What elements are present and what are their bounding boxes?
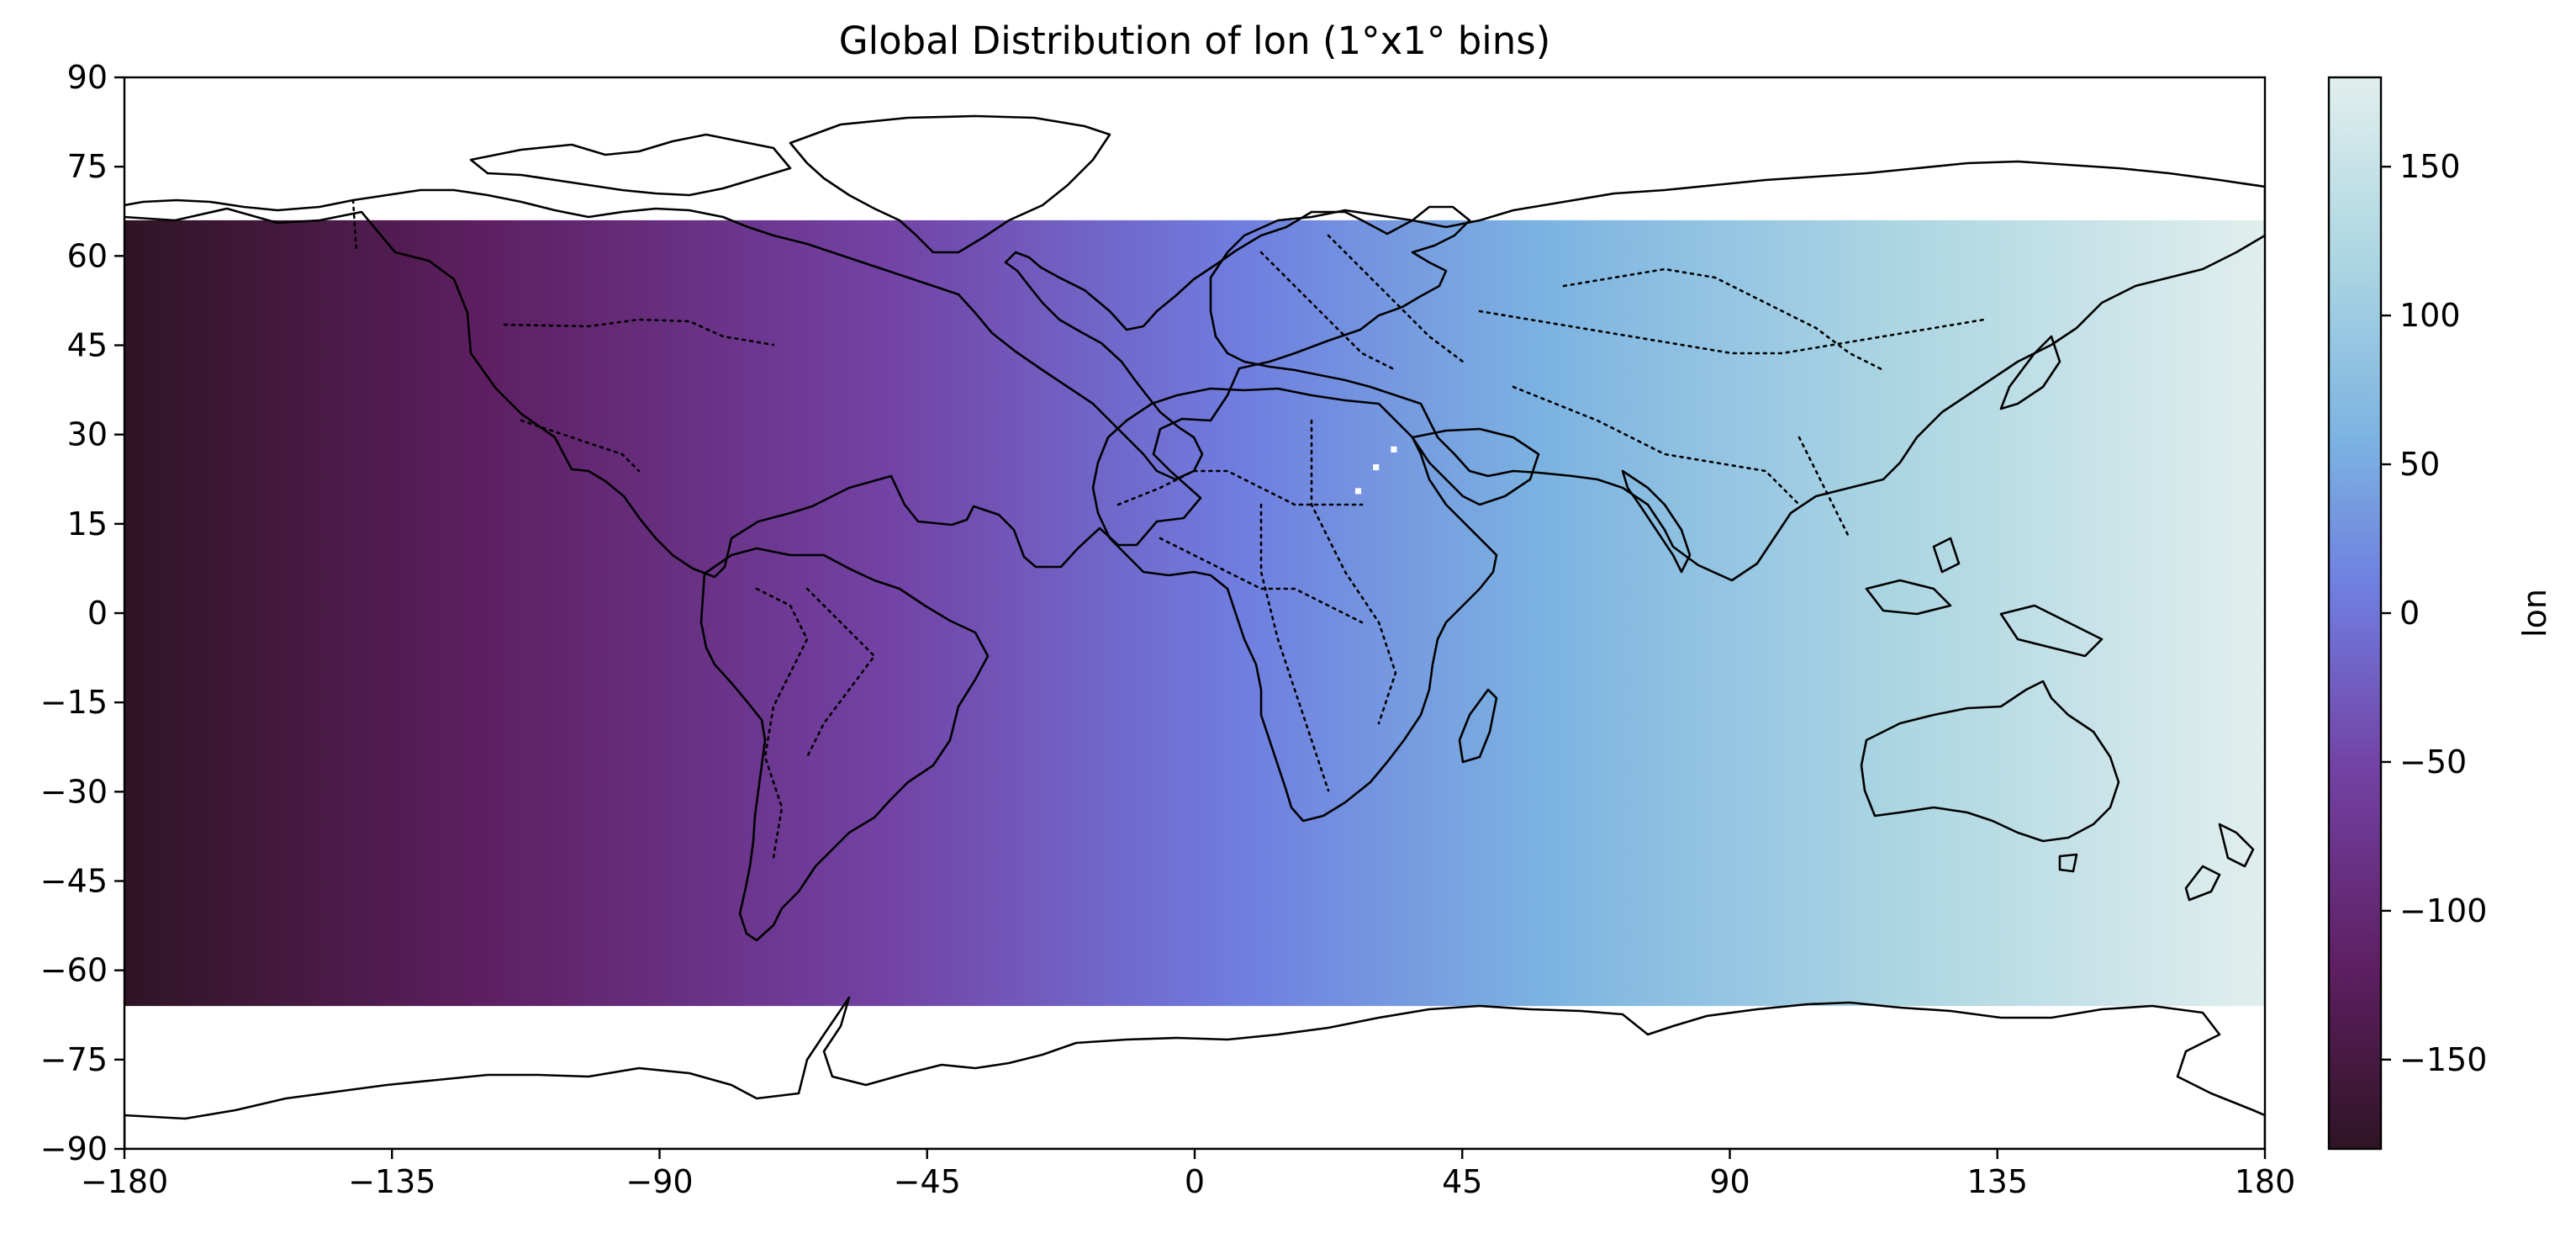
y-tick-label: 45 — [67, 327, 108, 364]
x-tick-label: −45 — [894, 1163, 961, 1200]
coast-north-america — [124, 188, 1471, 579]
missing-cell — [1373, 464, 1380, 471]
chart-title: Global Distribution of lon (1°x1° bins) — [839, 19, 1551, 63]
y-tick-label: 75 — [67, 148, 108, 185]
colorbar-tick-label: 0 — [2399, 595, 2420, 632]
coast-japan — [1999, 335, 2061, 410]
coast-tasmania — [2058, 853, 2078, 873]
colorbar-ticks: −150 −100 −50 0 50 100 150 — [2381, 148, 2487, 1078]
heatmap-band — [124, 220, 2265, 1007]
coast-arctic-islands — [469, 133, 792, 197]
y-tick-label: −45 — [40, 863, 108, 900]
colorbar-label: lon — [2516, 589, 2553, 638]
y-axis: 90 75 60 45 30 15 0 −15 −30 −45 −60 −75 −90 — [40, 59, 124, 1167]
coast-antarctica — [124, 996, 2265, 1149]
y-tick-label: −60 — [40, 952, 108, 989]
colorbar-tick-label: 50 — [2399, 446, 2440, 483]
missing-cell — [1354, 488, 1362, 495]
colorbar-tick-label: −100 — [2399, 892, 2487, 929]
coast-new-zealand — [2184, 823, 2255, 902]
y-tick-label: 30 — [67, 416, 108, 453]
coast-greenland — [789, 114, 1111, 254]
y-tick-label: 90 — [67, 59, 108, 96]
colorbar-tick-label: 100 — [2399, 297, 2461, 334]
coastlines — [124, 114, 2265, 1149]
x-tick-label: −135 — [348, 1163, 435, 1200]
coast-southeast-asia — [1865, 537, 2104, 658]
country-borders — [351, 198, 1986, 860]
x-tick-label: 45 — [1442, 1163, 1482, 1200]
missing-cell — [1391, 446, 1397, 452]
colorbar-tick-label: −150 — [2399, 1041, 2487, 1078]
colorbar-tick-label: −50 — [2399, 744, 2467, 781]
coast-africa — [1091, 387, 1498, 823]
x-tick-label: 0 — [1185, 1163, 1205, 1200]
y-tick-label: −90 — [40, 1130, 108, 1167]
x-tick-label: 180 — [2235, 1163, 2296, 1200]
coast-madagascar — [1458, 688, 1498, 764]
coast-europe-asia — [1209, 160, 2265, 582]
x-tick-label: −180 — [81, 1163, 168, 1200]
y-tick-label: −75 — [40, 1041, 108, 1078]
y-tick-label: 0 — [87, 595, 108, 632]
x-axis: −180 −135 −90 −45 0 45 90 135 180 — [81, 1149, 2295, 1200]
coast-australia — [1860, 680, 2120, 843]
coast-arabia — [1411, 427, 1540, 506]
colorbar — [2327, 76, 2383, 1151]
y-tick-label: 60 — [67, 237, 108, 274]
missing-cells — [1354, 446, 1397, 495]
y-tick-label: −15 — [40, 684, 108, 721]
coast-south-america — [699, 547, 990, 942]
x-tick-label: 135 — [1966, 1163, 2028, 1200]
x-tick-label: 90 — [1709, 1163, 1750, 1200]
coast-india — [1621, 469, 1692, 574]
colorbar-tick-label: 150 — [2399, 148, 2461, 185]
y-tick-label: −30 — [40, 773, 108, 810]
y-tick-label: 15 — [67, 505, 108, 542]
x-tick-label: −90 — [626, 1163, 693, 1200]
